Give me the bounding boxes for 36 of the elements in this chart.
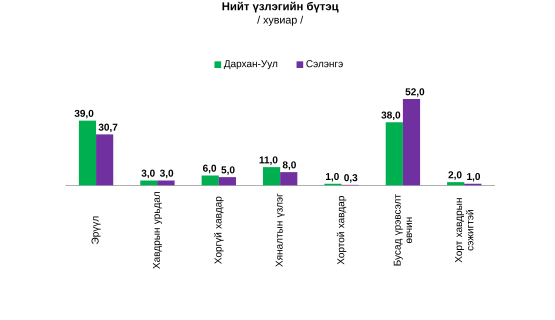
bar: [280, 172, 298, 186]
bar: [202, 175, 219, 186]
bar: [402, 98, 420, 186]
data-label: 1,0: [326, 172, 339, 182]
chart-title: Нийт үзлэгийн бүтэц: [222, 2, 338, 12]
bar: [96, 134, 114, 186]
data-label: 6,0: [202, 164, 216, 174]
bar: [157, 180, 175, 186]
bar: [218, 177, 236, 186]
x-tick-label: Хоргүй хавдар: [214, 196, 224, 264]
x-tick-label: Бусад үрэвсэлт өвчин: [394, 194, 412, 266]
x-tick-label: Хортой хавдар: [336, 196, 346, 264]
bar: [78, 120, 96, 186]
legend-label: Дархан-Уул: [224, 60, 278, 70]
data-label: 11,0: [260, 156, 278, 165]
bar: [262, 167, 280, 186]
data-label: 5,0: [221, 166, 235, 175]
data-label: 30,7: [98, 124, 118, 132]
data-label: 8,0: [282, 161, 296, 170]
bar: [447, 182, 464, 186]
data-label: 39,0: [74, 110, 94, 118]
data-label: 2,0: [448, 171, 462, 180]
data-label: 52,0: [405, 88, 424, 97]
bar: [386, 122, 403, 186]
legend-label: Сэлэнгэ: [306, 60, 343, 68]
chart-subtitle: / хувиар /: [257, 16, 304, 26]
bar: [140, 180, 158, 186]
x-tick-label: Хавдрын урьдал: [152, 192, 162, 269]
data-label: 0,3: [344, 174, 358, 183]
x-tick-label: Эрүүл: [92, 216, 101, 244]
data-label: 1,0: [467, 172, 480, 182]
data-label: 3,0: [141, 170, 155, 178]
data-label: 38,0: [381, 111, 400, 120]
data-label: 3,0: [160, 170, 174, 178]
x-tick-label: Хяналтын үзлэг: [276, 194, 285, 267]
x-tick-label: Хорт хавдрын сэжигтэй: [455, 198, 474, 262]
